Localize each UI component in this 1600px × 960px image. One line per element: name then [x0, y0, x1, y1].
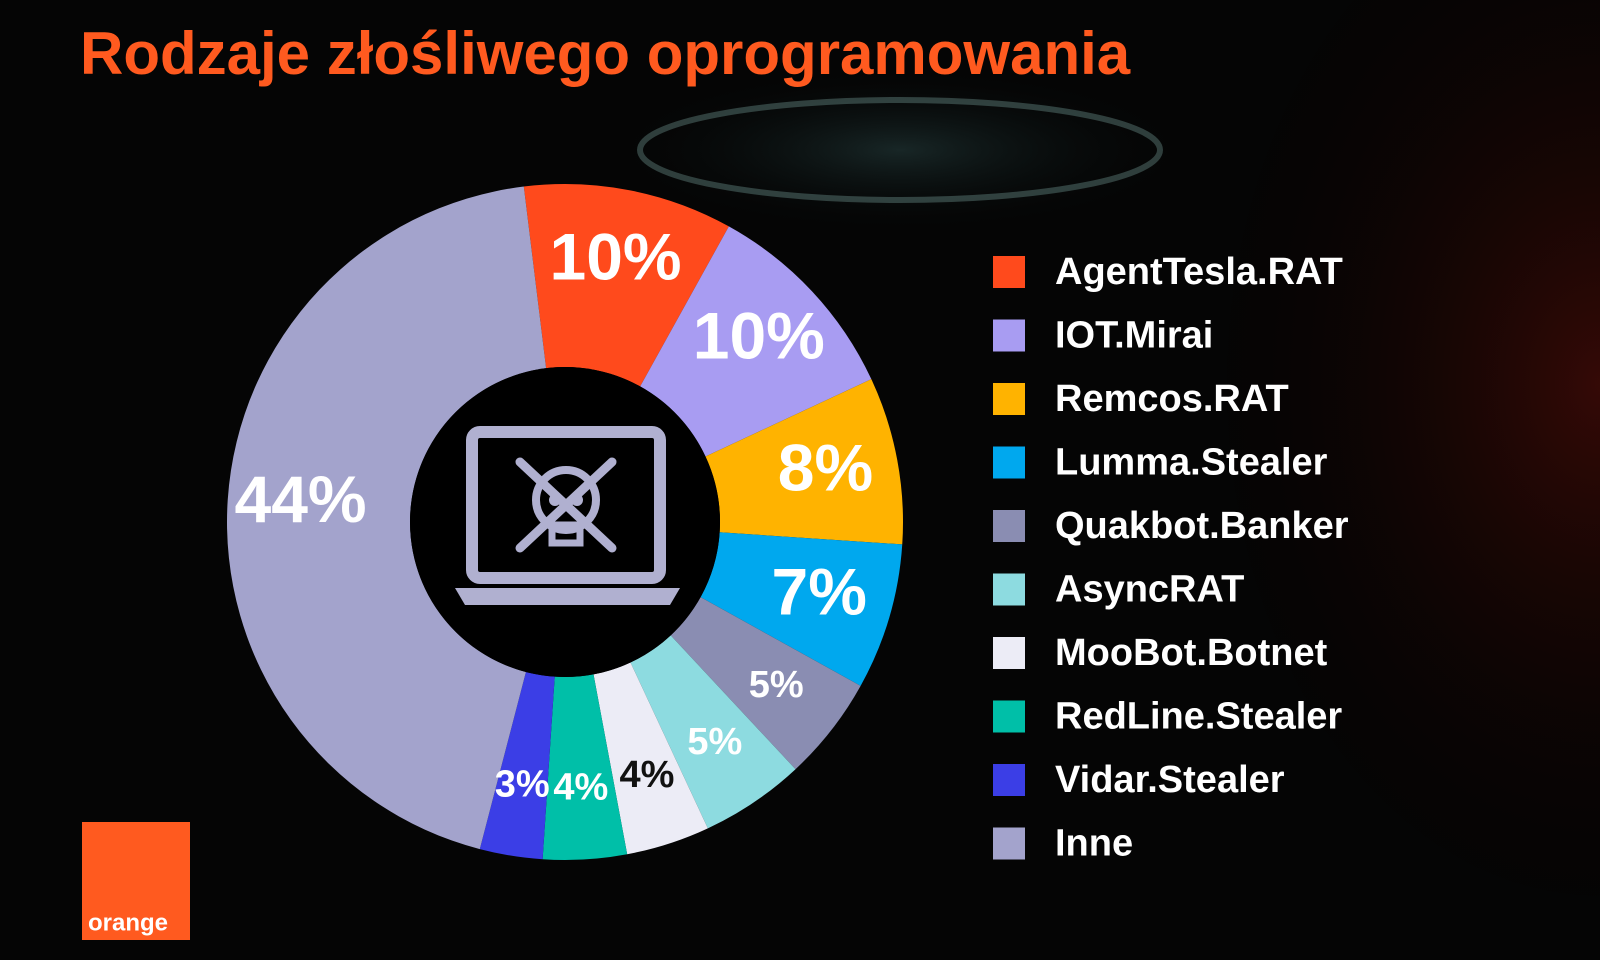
legend-swatch	[993, 637, 1025, 669]
data-label: 10%	[693, 299, 825, 373]
legend-swatch	[993, 319, 1025, 352]
data-label: 8%	[778, 431, 873, 505]
legend-label: IOT.Mirai	[1055, 315, 1213, 357]
legend-label: Inne	[1055, 823, 1133, 865]
legend-label: RedLine.Stealer	[1055, 696, 1342, 738]
legend-label: Remcos.RAT	[1055, 378, 1289, 420]
legend-swatch	[993, 256, 1025, 288]
donut-segment	[479, 671, 555, 860]
legend-swatch	[993, 764, 1025, 796]
logo-box	[82, 822, 190, 940]
legend-label: AsyncRAT	[1055, 569, 1244, 611]
legend-swatch	[993, 700, 1025, 733]
legend-label: AgentTesla.RAT	[1055, 251, 1343, 293]
donut-segment	[630, 635, 796, 829]
data-label: 3%	[495, 764, 550, 806]
center-icon	[455, 426, 680, 605]
legend-swatch	[993, 446, 1025, 479]
donut-segment	[670, 597, 861, 770]
donut-segment	[705, 379, 903, 545]
legend-swatch	[993, 383, 1025, 415]
background-ring	[637, 97, 1163, 203]
donut-segment	[542, 674, 628, 861]
background-glow	[580, 60, 1220, 240]
legend-label: Quakbot.Banker	[1055, 505, 1349, 547]
donut-segment	[227, 186, 547, 850]
legend-label: Vidar.Stealer	[1055, 759, 1285, 801]
legend-label: Lumma.Stealer	[1055, 442, 1328, 484]
legend-swatch	[993, 573, 1025, 606]
donut-segment	[523, 184, 729, 387]
donut-segment	[640, 226, 872, 457]
donut-segment	[593, 662, 708, 855]
data-label: 44%	[235, 462, 367, 536]
legend-label: MooBot.Botnet	[1055, 632, 1328, 674]
data-label: 4%	[553, 767, 608, 809]
data-label: 4%	[619, 754, 674, 796]
donut-segment	[700, 532, 903, 686]
data-label: 5%	[687, 721, 742, 763]
legend-swatch	[993, 827, 1025, 860]
data-label: 10%	[550, 219, 682, 293]
data-label: 5%	[749, 664, 804, 706]
chart-title: Rodzaje złośliwego oprogramowania	[80, 20, 1131, 87]
logo-text: orange	[88, 909, 168, 936]
legend-swatch	[993, 510, 1025, 542]
data-label: 7%	[772, 554, 867, 628]
